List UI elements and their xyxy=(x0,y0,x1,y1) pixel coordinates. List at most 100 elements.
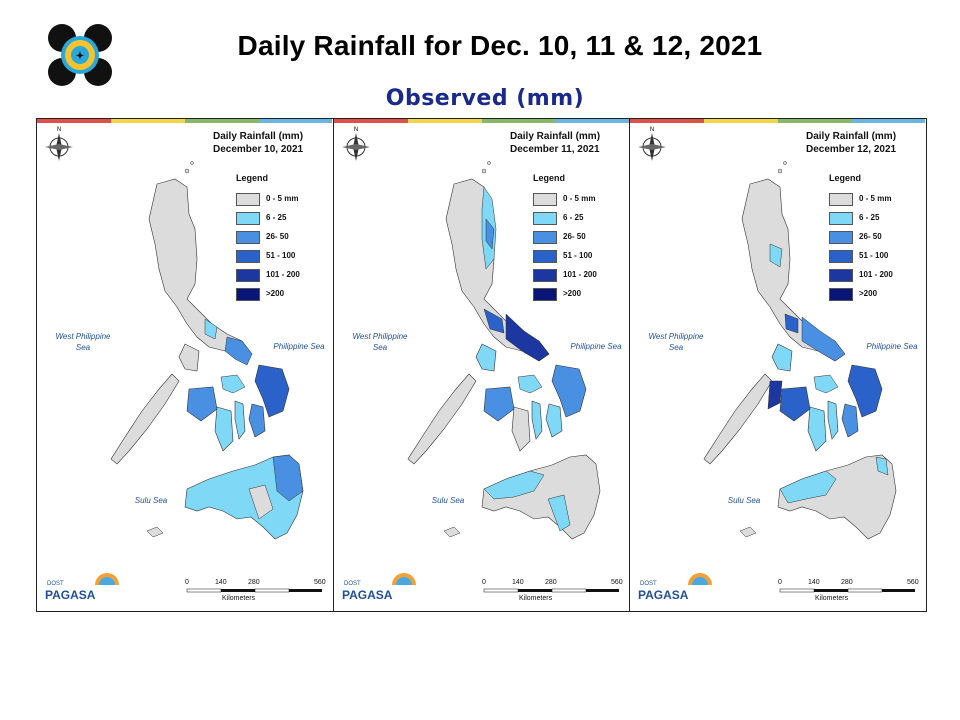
page-title: Daily Rainfall for Dec. 10, 11 & 12, 202… xyxy=(237,30,763,61)
svg-text:DOST: DOST xyxy=(344,581,361,587)
compass-rose-icon: N xyxy=(638,127,666,161)
legend-item: >200 xyxy=(236,288,326,302)
mindanao-region xyxy=(481,454,601,540)
legend-item: 26- 50 xyxy=(829,231,919,245)
scale-tick: 140 xyxy=(512,579,524,586)
color-strip xyxy=(37,119,332,123)
palawan-region xyxy=(703,373,773,465)
legend-item: 6 - 25 xyxy=(533,212,623,226)
pagasa-logo: DOST PAGASA xyxy=(634,571,714,605)
scale-bar xyxy=(483,588,619,593)
legend-title: Legend xyxy=(236,173,269,183)
cebu-region xyxy=(531,400,543,440)
sea-label-sulu: Sulu Sea xyxy=(134,496,168,505)
page-subtitle: Observed (mm) xyxy=(385,86,585,111)
panel-title: Daily Rainfall (mm) December 10, 2021 xyxy=(213,131,304,155)
scale-tick: 140 xyxy=(808,579,820,586)
scale-bar xyxy=(779,588,915,593)
mindoro-region xyxy=(178,343,200,372)
legend-item: 26- 50 xyxy=(236,231,326,245)
map-panel-dec-11: N D xyxy=(333,119,629,611)
legend-item: 51 - 100 xyxy=(829,250,919,264)
legend-item: 0 - 5 mm xyxy=(236,193,326,207)
legend-item: 6 - 25 xyxy=(829,212,919,226)
compass-rose-icon: N xyxy=(342,127,370,161)
scale-unit: Kilometers xyxy=(815,595,849,602)
svg-text:N: N xyxy=(57,127,61,133)
scale-tick: 0 xyxy=(185,579,189,586)
map-panel-dec-12: N D xyxy=(629,119,925,611)
bicol-rain-region xyxy=(801,316,846,362)
cebu-region xyxy=(827,400,839,440)
legend-item: 26- 50 xyxy=(533,231,623,245)
dost-logo: ✦ xyxy=(48,24,112,86)
scale-unit: Kilometers xyxy=(519,595,553,602)
legend-item: 0 - 5 mm xyxy=(829,193,919,207)
sea-label-east: Philippine Sea xyxy=(273,342,325,351)
svg-text:DOST: DOST xyxy=(47,581,64,587)
svg-text:DOST: DOST xyxy=(640,581,657,587)
mindanao-region xyxy=(777,454,897,540)
legend-swatch xyxy=(236,193,260,206)
samar-region xyxy=(551,364,587,418)
palawan-region xyxy=(407,373,477,465)
map-panel-dec-10: N xyxy=(37,119,332,611)
scale-tick: 280 xyxy=(841,579,853,586)
panay-region xyxy=(483,386,515,422)
mindoro-region xyxy=(475,343,497,372)
scale-tick: 140 xyxy=(215,579,227,586)
legend-swatch xyxy=(236,212,260,225)
negros-region xyxy=(807,406,827,452)
scale-tick: 280 xyxy=(248,579,260,586)
legend-swatch xyxy=(533,250,557,263)
sea-label-sulu: Sulu Sea xyxy=(727,496,761,505)
scale-bar xyxy=(186,588,322,593)
negros-region xyxy=(214,406,234,452)
bicol-rain-region xyxy=(505,313,550,362)
sea-label-west: West Philippine Sea xyxy=(352,332,408,352)
cebu-region xyxy=(234,400,246,440)
scale-tick: 560 xyxy=(314,579,326,586)
legend-swatch xyxy=(829,288,853,301)
legend-item: >200 xyxy=(533,288,623,302)
scale-tick: 560 xyxy=(907,579,919,586)
legend-item: 51 - 100 xyxy=(236,250,326,264)
leyte-region xyxy=(841,403,859,438)
pagasa-logo: DOST PAGASA xyxy=(338,571,418,605)
legend-item: 0 - 5 mm xyxy=(533,193,623,207)
legend-item: 6 - 25 xyxy=(236,212,326,226)
sea-label-east: Philippine Sea xyxy=(866,342,918,351)
legend-item: 101 - 200 xyxy=(829,269,919,283)
mindoro-region xyxy=(771,343,793,372)
legend-swatch xyxy=(533,269,557,282)
scale-tick: 0 xyxy=(778,579,782,586)
panay-region xyxy=(779,386,811,422)
legend-swatch xyxy=(829,250,853,263)
legend-item: 101 - 200 xyxy=(533,269,623,283)
sea-label-west: West Philippine Sea xyxy=(648,332,704,352)
pagasa-logo: DOST PAGASA xyxy=(41,571,121,605)
scale-tick: 0 xyxy=(482,579,486,586)
legend-swatch xyxy=(829,269,853,282)
legend-swatch xyxy=(829,231,853,244)
legend-item: 101 - 200 xyxy=(236,269,326,283)
color-strip xyxy=(334,119,629,123)
map-panels: N xyxy=(36,118,927,612)
samar-region xyxy=(254,364,290,418)
rainfall-map-dec-11: N xyxy=(342,127,619,593)
legend-swatch xyxy=(829,212,853,225)
legend-item: 51 - 100 xyxy=(533,250,623,264)
legend-swatch xyxy=(533,288,557,301)
panel-title: Daily Rainfall (mm) December 11, 2021 xyxy=(510,131,601,155)
rainfall-map-dec-10: N xyxy=(45,127,322,593)
scale-tick: 280 xyxy=(545,579,557,586)
legend-swatch xyxy=(533,231,557,244)
legend-item: >200 xyxy=(829,288,919,302)
scale-tick: 560 xyxy=(611,579,623,586)
color-strip xyxy=(630,119,925,123)
legend-swatch xyxy=(533,193,557,206)
samar-region xyxy=(847,364,883,418)
legend-swatch xyxy=(236,269,260,282)
legend-swatch xyxy=(236,250,260,263)
legend-title: Legend xyxy=(533,173,566,183)
